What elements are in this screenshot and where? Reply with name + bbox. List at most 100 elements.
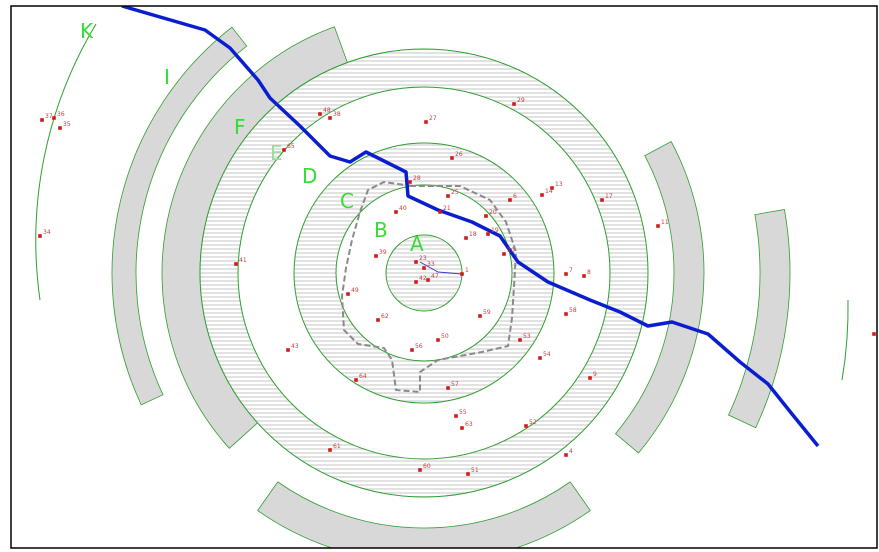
site-label: 58 — [569, 307, 577, 314]
site-label: 9 — [593, 371, 597, 378]
river — [121, 6, 820, 448]
site-marker — [466, 472, 470, 476]
site-marker — [450, 156, 454, 160]
site-label: 53 — [523, 333, 531, 340]
site-label: 59 — [483, 309, 491, 316]
site-label: 62 — [381, 313, 389, 320]
site-marker — [446, 194, 450, 198]
site-label: 7 — [569, 267, 573, 274]
band-i — [111, 26, 248, 406]
site-marker — [518, 338, 522, 342]
site-label: 8 — [587, 269, 591, 276]
site-label: 48 — [323, 107, 331, 114]
site-label: 14 — [545, 188, 553, 195]
site-marker — [282, 148, 286, 152]
zone-label-b: B — [374, 218, 388, 242]
concentric-zone-rings — [35, 23, 849, 498]
site-label: 38 — [333, 111, 341, 118]
outer-arc-k — [35, 23, 97, 301]
site-marker — [564, 272, 568, 276]
site-marker — [418, 468, 422, 472]
site-marker — [58, 126, 62, 130]
site-marker — [410, 348, 414, 352]
site-marker — [872, 332, 876, 336]
site-label: 13 — [555, 181, 563, 188]
site-label: 26 — [455, 151, 463, 158]
site-label: 36 — [57, 111, 65, 118]
site-label: 61 — [333, 443, 341, 450]
site-label: 57 — [451, 381, 459, 388]
site-marker — [376, 318, 380, 322]
site-marker — [550, 186, 554, 190]
site-label: 65 — [287, 143, 295, 150]
site-label: 41 — [239, 257, 247, 264]
site-label: 20 — [489, 209, 497, 216]
site-marker — [328, 448, 332, 452]
inner-trail — [419, 261, 463, 275]
site-marker — [438, 210, 442, 214]
site-label: 29 — [517, 97, 525, 104]
zone-label-f: F — [234, 115, 246, 139]
site-label: 23 — [419, 255, 427, 262]
site-marker — [524, 424, 528, 428]
site-marker — [564, 312, 568, 316]
site-label: 64 — [359, 373, 367, 380]
site-label: 50 — [441, 333, 449, 340]
map-frame — [10, 5, 878, 549]
site-label: 52 — [529, 419, 537, 426]
site-label: 35 — [63, 121, 71, 128]
site-label: 30 — [507, 247, 515, 254]
site-label: 21 — [443, 205, 451, 212]
site-marker — [414, 280, 418, 284]
site-label: 54 — [543, 351, 551, 358]
site-markers: 1467891011131417181920212325262728293033… — [38, 97, 876, 476]
site-marker — [446, 386, 450, 390]
site-label: 47 — [431, 273, 439, 280]
site-label: 18 — [469, 231, 477, 238]
site-marker — [478, 314, 482, 318]
site-marker — [460, 272, 464, 276]
band-right-a — [614, 141, 705, 454]
site-label: 28 — [413, 175, 421, 182]
site-marker — [422, 266, 426, 270]
site-marker — [346, 292, 350, 296]
site-label: 56 — [415, 343, 423, 350]
zone-label-k: K — [80, 19, 94, 43]
site-marker — [540, 193, 544, 197]
site-marker — [426, 278, 430, 282]
site-marker — [502, 252, 506, 256]
site-label: 39 — [379, 249, 387, 256]
zone-label-e: E — [270, 141, 283, 165]
site-label: 33 — [427, 261, 435, 268]
site-marker — [286, 348, 290, 352]
site-marker — [38, 234, 42, 238]
site-marker — [436, 338, 440, 342]
site-label: 51 — [471, 467, 479, 474]
site-marker — [600, 198, 604, 202]
site-marker — [394, 210, 398, 214]
site-label: 43 — [291, 343, 299, 350]
zone-label-a: A — [410, 232, 424, 256]
site-label: 17 — [605, 193, 613, 200]
site-marker — [464, 236, 468, 240]
site-label: 63 — [465, 421, 473, 428]
site-marker — [374, 254, 378, 258]
zone-label-i: I — [164, 65, 170, 89]
site-marker — [234, 262, 238, 266]
site-label: 27 — [429, 115, 437, 122]
zone-label-c: C — [340, 189, 354, 213]
site-label: 49 — [351, 287, 359, 294]
site-marker — [484, 214, 488, 218]
site-label: 19 — [491, 227, 499, 234]
site-label: 1 — [465, 267, 469, 274]
site-label: 11 — [661, 219, 669, 226]
site-marker — [582, 274, 586, 278]
site-marker — [508, 198, 512, 202]
zone-label-d: D — [302, 164, 317, 188]
site-marker — [486, 232, 490, 236]
site-marker — [564, 453, 568, 457]
site-label: 6 — [513, 193, 517, 200]
survey-path — [340, 180, 518, 394]
